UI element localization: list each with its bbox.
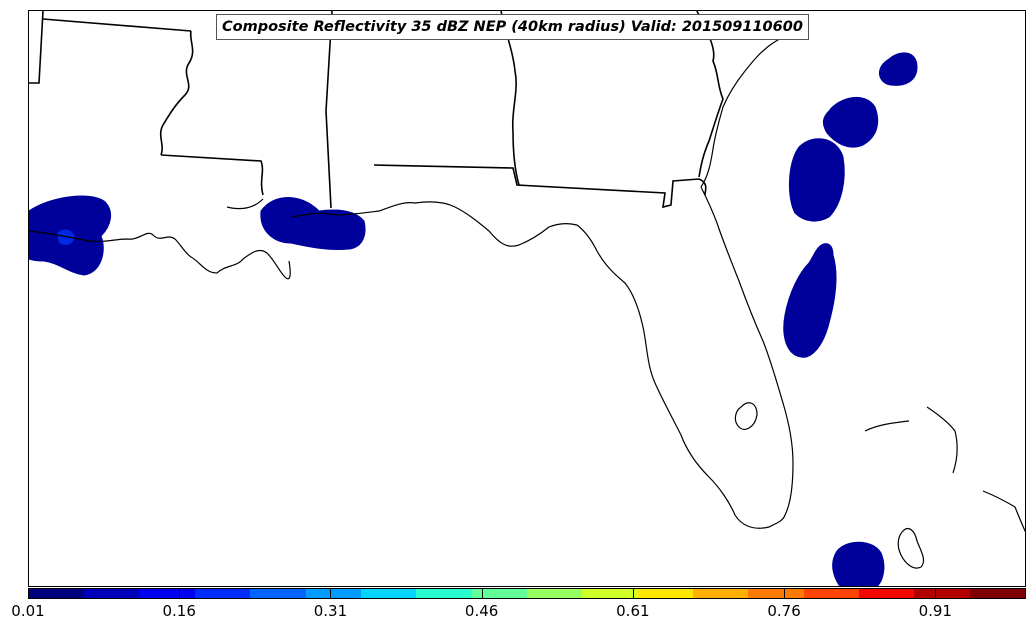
georgia-coast — [700, 26, 800, 188]
colorbar-tick-label: 0.61 — [616, 602, 650, 620]
colorbar-segment — [692, 589, 749, 598]
colorbar-tick — [179, 588, 181, 599]
alabama-florida-line — [373, 164, 707, 209]
coastlines — [29, 26, 1025, 569]
state-boundaries — [29, 11, 724, 209]
probability-blob-mississippi-delta — [260, 197, 366, 250]
florida-panhandle-coast — [414, 201, 786, 529]
lake-okeechobee — [734, 402, 758, 430]
probability-blob-atlantic-2 — [822, 97, 879, 148]
colorbar-tick-label: 0.16 — [162, 602, 196, 620]
map-panel — [28, 10, 1026, 587]
mississippi-alabama-coast — [290, 202, 416, 218]
bahamas-andros — [897, 528, 925, 569]
colorbar-tick-label: 0.76 — [767, 602, 801, 620]
colorbar-segment — [416, 589, 472, 598]
mississippi-river — [159, 30, 194, 156]
colorbar-tick — [28, 588, 29, 599]
colorbar-segment — [139, 589, 195, 598]
map-title: Composite Reflectivity 35 dBZ NEP (40km … — [216, 14, 809, 40]
colorbar-tick — [784, 588, 786, 599]
probability-blob-high — [57, 229, 75, 245]
ark-la-line — [29, 11, 44, 84]
colorbar-segment — [84, 589, 140, 598]
colorbar-tick-label: 0.31 — [313, 602, 348, 620]
colorbar-tick — [632, 588, 634, 599]
map-canvas — [29, 11, 1025, 586]
probability-areas — [29, 52, 918, 586]
colorbar-segment — [803, 589, 859, 598]
louisiana-north — [42, 18, 192, 32]
mississippi-alabama-line — [325, 11, 333, 209]
colorbar-segment — [582, 589, 638, 598]
colorbar-tick — [935, 588, 937, 599]
louisiana-mississippi-line — [160, 154, 264, 196]
colorbar-tick-label: 0.01 — [11, 602, 45, 620]
bahamas-abaco — [864, 406, 958, 474]
colorbar-segment — [360, 589, 417, 598]
colorbar-segment — [526, 589, 583, 598]
colorbar-segment — [914, 589, 970, 598]
colorbar — [28, 588, 1026, 599]
florida-east-coast — [700, 186, 794, 516]
louisiana-coast — [29, 230, 291, 280]
georgia-carolina-line — [696, 11, 724, 178]
colorbar-segment — [858, 589, 915, 598]
colorbar-segment — [471, 589, 527, 598]
probability-blob-bahamas — [832, 541, 885, 586]
colorbar-segment — [748, 589, 804, 598]
chandeleur-islands — [226, 198, 264, 210]
colorbar-segment — [637, 589, 693, 598]
probability-blob-atlantic-4 — [783, 243, 837, 358]
colorbar-tick-label: 0.46 — [464, 602, 499, 620]
colorbar-tick-label: 0.91 — [918, 602, 952, 620]
colorbar-segment — [250, 589, 306, 598]
colorbar-segment — [305, 589, 361, 598]
probability-blob-atlantic-3 — [788, 138, 845, 222]
colorbar-segment — [194, 589, 251, 598]
alabama-georgia-line — [500, 11, 520, 186]
probability-blob-atlantic-1 — [879, 52, 918, 86]
colorbar-segment — [29, 589, 85, 598]
colorbar-tick — [330, 588, 332, 599]
colorbar-tick — [481, 588, 483, 599]
bahamas-eleuthera — [982, 490, 1025, 533]
colorbar-segment — [969, 589, 1025, 598]
